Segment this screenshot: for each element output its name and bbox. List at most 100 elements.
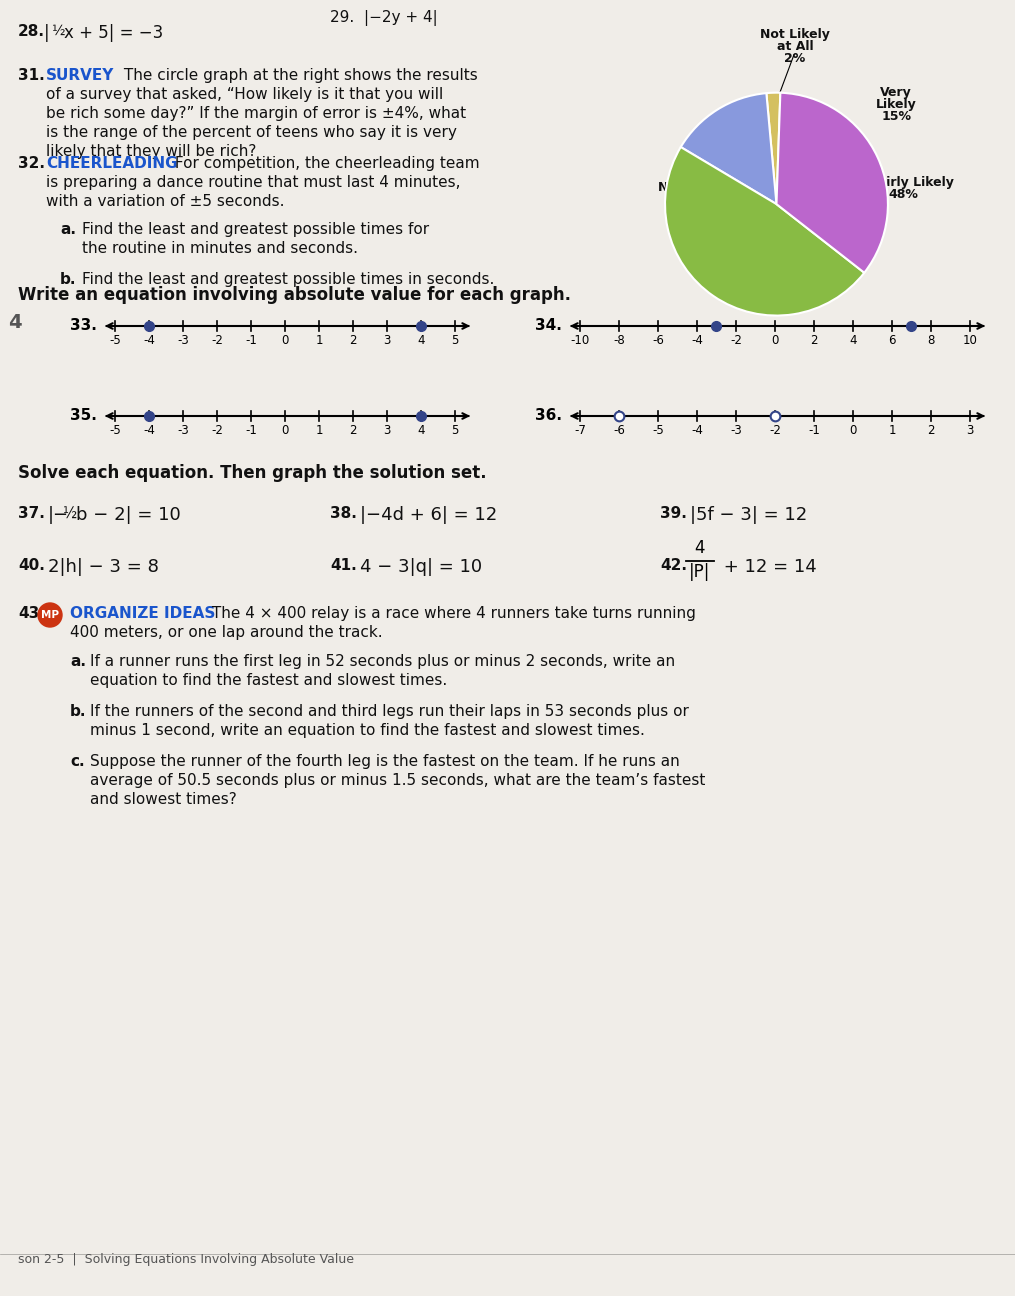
Text: 2: 2 (928, 424, 935, 437)
Text: 0: 0 (281, 334, 288, 347)
Wedge shape (681, 93, 776, 203)
Text: 48%: 48% (888, 188, 918, 201)
Text: If a runner runs the first leg in 52 seconds plus or minus 2 seconds, write an: If a runner runs the first leg in 52 sec… (90, 654, 675, 669)
Text: 36.: 36. (535, 408, 562, 424)
Text: 3: 3 (384, 424, 391, 437)
Text: Fairly Likely: Fairly Likely (870, 176, 954, 189)
Text: 2: 2 (810, 334, 818, 347)
Text: Solve each equation. Then graph the solution set.: Solve each equation. Then graph the solu… (18, 464, 486, 482)
Text: 1: 1 (316, 334, 323, 347)
Text: 0: 0 (850, 424, 857, 437)
Text: b.: b. (70, 704, 86, 719)
Wedge shape (776, 93, 888, 272)
Text: |P|: |P| (689, 562, 710, 581)
Text: -2: -2 (730, 334, 742, 347)
Text: -4: -4 (143, 424, 155, 437)
Text: 6: 6 (888, 334, 896, 347)
Text: be rich some day?” If the margin of error is ±4%, what: be rich some day?” If the margin of erro… (46, 106, 466, 121)
Text: 2|h| − 3 = 8: 2|h| − 3 = 8 (48, 559, 159, 575)
Text: MP: MP (41, 610, 59, 619)
Text: 28.: 28. (18, 25, 45, 39)
Text: 0: 0 (771, 334, 779, 347)
Text: 3: 3 (384, 334, 391, 347)
Text: minus 1 second, write an equation to find the fastest and slowest times.: minus 1 second, write an equation to fin… (90, 723, 645, 737)
Text: 39.: 39. (660, 505, 687, 521)
Text: son 2-5  |  Solving Equations Involving Absolute Value: son 2-5 | Solving Equations Involving Ab… (18, 1253, 354, 1266)
Text: -6: -6 (613, 424, 625, 437)
Text: b.: b. (60, 272, 76, 286)
Text: 1: 1 (888, 424, 896, 437)
Text: If the runners of the second and third legs run their laps in 53 seconds plus or: If the runners of the second and third l… (90, 704, 689, 719)
Text: |−4d + 6| = 12: |−4d + 6| = 12 (360, 505, 497, 524)
Text: 1: 1 (316, 424, 323, 437)
Text: -4: -4 (143, 334, 155, 347)
Text: c.: c. (70, 754, 84, 769)
Text: Find the least and greatest possible times in seconds.: Find the least and greatest possible tim… (82, 272, 494, 286)
Text: -4: -4 (691, 424, 703, 437)
Text: and slowest times?: and slowest times? (90, 792, 236, 807)
Text: likely that they will be rich?: likely that they will be rich? (46, 144, 257, 159)
Text: |−: |− (48, 505, 69, 524)
Text: 34.: 34. (535, 319, 562, 333)
Text: -10: -10 (570, 334, 590, 347)
Text: 43.: 43. (18, 607, 45, 621)
Text: -7: -7 (574, 424, 586, 437)
Text: -1: -1 (808, 424, 820, 437)
Text: 37.: 37. (18, 505, 45, 521)
Text: CHEERLEADING: CHEERLEADING (46, 156, 178, 171)
Text: 33.: 33. (70, 319, 96, 333)
Text: -5: -5 (652, 424, 664, 437)
Text: ½: ½ (51, 25, 65, 38)
Circle shape (38, 603, 62, 627)
Text: Not Likely: Not Likely (760, 29, 830, 41)
Text: 2%: 2% (785, 52, 806, 65)
Text: SURVEY: SURVEY (46, 67, 115, 83)
Text: the routine in minutes and seconds.: the routine in minutes and seconds. (82, 241, 358, 257)
Text: -3: -3 (178, 424, 189, 437)
Text: 4: 4 (417, 334, 424, 347)
Text: -6: -6 (652, 334, 664, 347)
Text: Not Likely: Not Likely (658, 181, 728, 194)
Text: -3: -3 (730, 424, 742, 437)
Text: -4: -4 (691, 334, 703, 347)
Text: -5: -5 (110, 424, 121, 437)
Wedge shape (665, 146, 865, 315)
Text: 3: 3 (966, 424, 973, 437)
Text: 35.: 35. (70, 408, 96, 424)
Text: 15%: 15% (882, 110, 912, 123)
Text: + 12 = 14: + 12 = 14 (718, 559, 817, 575)
Text: 5: 5 (452, 424, 459, 437)
Text: 2: 2 (349, 424, 356, 437)
Text: |5f − 3| = 12: |5f − 3| = 12 (690, 505, 807, 524)
Text: 29.  |−2y + 4|: 29. |−2y + 4| (330, 10, 437, 26)
Text: average of 50.5 seconds plus or minus 1.5 seconds, what are the team’s fastest: average of 50.5 seconds plus or minus 1.… (90, 772, 705, 788)
Text: 38.: 38. (330, 505, 357, 521)
Text: Write an equation involving absolute value for each graph.: Write an equation involving absolute val… (18, 286, 571, 305)
Text: -2: -2 (769, 424, 781, 437)
Text: -3: -3 (178, 334, 189, 347)
Text: 8: 8 (928, 334, 935, 347)
Text: 4: 4 (694, 539, 705, 557)
Text: 400 meters, or one lap around the track.: 400 meters, or one lap around the track. (70, 625, 383, 640)
Text: 40.: 40. (18, 559, 45, 573)
Text: x + 5| = −3: x + 5| = −3 (64, 25, 163, 41)
Wedge shape (766, 93, 781, 203)
Text: with a variation of ±5 seconds.: with a variation of ±5 seconds. (46, 194, 284, 209)
Text: ORGANIZE IDEAS: ORGANIZE IDEAS (70, 607, 215, 621)
Text: of a survey that asked, “How likely is it that you will: of a survey that asked, “How likely is i… (46, 87, 444, 102)
Text: 2: 2 (349, 334, 356, 347)
Text: is the range of the percent of teens who say it is very: is the range of the percent of teens who… (46, 124, 457, 140)
Text: 4: 4 (8, 314, 21, 333)
Text: The circle graph at the right shows the results: The circle graph at the right shows the … (119, 67, 478, 83)
Text: 4: 4 (417, 424, 424, 437)
Text: a.: a. (70, 654, 86, 669)
Text: -5: -5 (110, 334, 121, 347)
Text: -1: -1 (245, 424, 257, 437)
Text: Find the least and greatest possible times for: Find the least and greatest possible tim… (82, 222, 429, 237)
Text: is preparing a dance routine that must last 4 minutes,: is preparing a dance routine that must l… (46, 175, 461, 191)
Text: 31.: 31. (18, 67, 45, 83)
Text: b − 2| = 10: b − 2| = 10 (76, 505, 181, 524)
Text: 35%: 35% (673, 193, 702, 206)
Text: 42.: 42. (660, 559, 687, 573)
Text: 10: 10 (962, 334, 977, 347)
